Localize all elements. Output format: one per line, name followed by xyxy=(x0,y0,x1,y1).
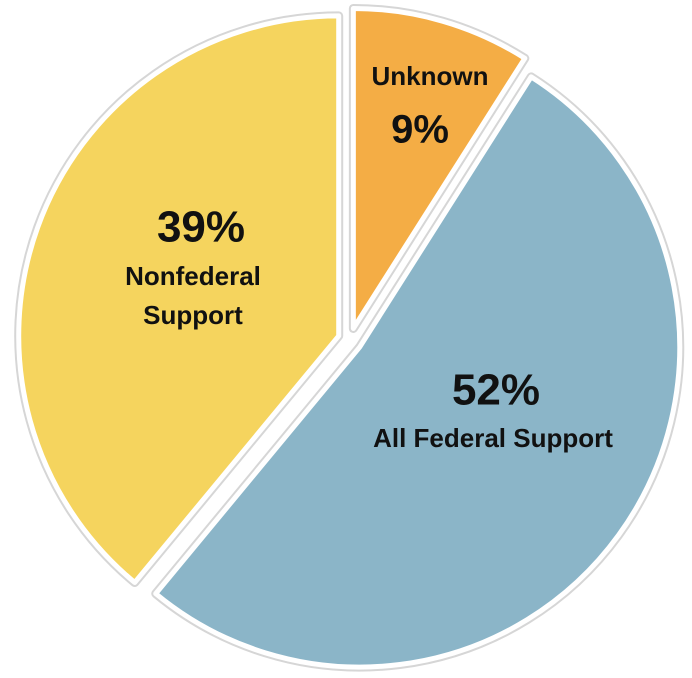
slice-all-federal-support xyxy=(153,74,683,670)
slice-label-all-federal-support: All Federal Support xyxy=(373,423,613,453)
slice-label-nonfederal-support-line2: Support xyxy=(143,300,243,330)
slice-value-nonfederal-support: 39% xyxy=(157,203,245,252)
slice-label-unknown: Unknown xyxy=(372,61,489,91)
pie-slices xyxy=(16,5,683,670)
slice-label-nonfederal-support-line1: Nonfederal xyxy=(125,261,261,291)
slice-value-all-federal-support: 52% xyxy=(452,366,540,415)
slice-value-unknown: 9% xyxy=(391,108,449,152)
slice-nonfederal-support xyxy=(16,13,342,585)
slice-unknown xyxy=(350,5,528,331)
